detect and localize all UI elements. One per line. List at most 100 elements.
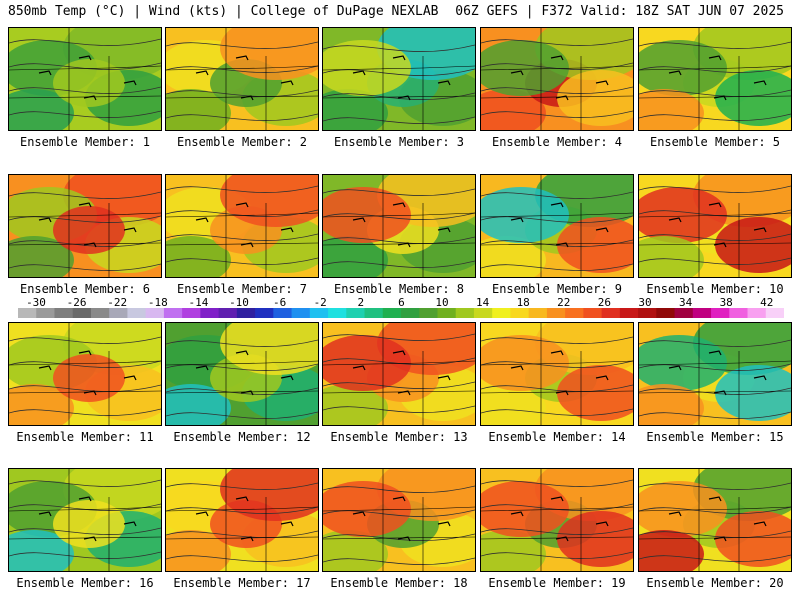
wind-barb [510, 365, 524, 371]
wind-barb [392, 55, 406, 61]
ensemble-member-label: Ensemble Member: 7 [176, 282, 308, 296]
colorbar-swatch [127, 308, 147, 318]
wind-barb [668, 70, 682, 76]
ensemble-member-panel [638, 468, 792, 572]
isotherm-contour [166, 482, 318, 490]
temperature-field [639, 28, 791, 130]
ensemble-member-label: Ensemble Member: 12 [173, 430, 311, 444]
state-border [166, 390, 318, 394]
colorbar-tick-label: 30 [638, 296, 652, 309]
temperature-region [481, 530, 546, 571]
temperature-field [639, 175, 791, 277]
wind-barb [352, 70, 366, 76]
state-border [639, 536, 791, 540]
ensemble-member-panel [322, 174, 476, 278]
colorbar-tick-label: 34 [678, 296, 693, 309]
wind-barb [240, 242, 254, 248]
wind-barb [392, 496, 406, 502]
colorbar-swatch [510, 308, 530, 318]
wind-barb [708, 202, 722, 208]
colorbar-swatch [273, 308, 293, 318]
isotherm-contour [481, 360, 633, 368]
wind-barb [352, 511, 366, 517]
wind-barb [123, 227, 137, 233]
wind-barb [78, 496, 92, 502]
isotherm-contour [166, 411, 318, 419]
wind-barb [555, 390, 569, 396]
colorbar-swatch [692, 308, 712, 318]
colorbar-tick-label: 2 [357, 296, 365, 309]
wind-barb [555, 242, 569, 248]
isotherm-contour [481, 263, 633, 271]
temperature-region [639, 236, 704, 277]
wind-barb [510, 217, 524, 223]
isotherm-contour [323, 188, 475, 196]
colorbar-swatch [401, 308, 420, 318]
isotherm-contour [166, 506, 318, 514]
state-border [9, 95, 161, 99]
wind-barb [195, 511, 209, 517]
temperature-field [9, 28, 161, 130]
isotherm-contour [323, 557, 475, 565]
wind-barb [595, 521, 609, 527]
isotherm-contour [166, 339, 318, 347]
wind-barb [235, 202, 249, 208]
temperature-field [9, 469, 161, 571]
wind-barb [83, 95, 97, 101]
isotherm-contour [323, 357, 475, 365]
ensemble-member-label: Ensemble Member: 3 [333, 135, 465, 149]
colorbar-swatch [619, 308, 639, 318]
colorbar-swatch [473, 308, 493, 318]
temperature-region [715, 217, 791, 273]
temperature-region [639, 335, 727, 391]
wind-barb [280, 80, 294, 86]
isotherm-contour [166, 554, 318, 562]
isotherm-contour [323, 68, 475, 76]
wind-barb [38, 217, 52, 223]
wind-barb [235, 55, 249, 61]
state-border [323, 242, 475, 246]
map-title: 850mb Temp (°C) | Wind (kts) | College o… [8, 4, 439, 19]
wind-barb [397, 390, 411, 396]
isotherm-contour [166, 257, 318, 265]
isotherm-contour [323, 509, 475, 517]
isotherm-contour [9, 110, 161, 118]
colorbar-swatch [36, 308, 55, 318]
temperature-region [53, 354, 125, 402]
isotherm-contour [481, 86, 633, 94]
isotherm-contour [481, 551, 633, 559]
wind-barb [550, 496, 564, 502]
wind-barb [352, 217, 366, 223]
ensemble-member-label: Ensemble Member: 2 [176, 135, 308, 149]
isotherm-contour [9, 384, 161, 392]
wind-barb [713, 390, 727, 396]
wind-barb [240, 390, 254, 396]
isotherm-contour [639, 113, 791, 121]
colorbar-swatch [255, 308, 274, 318]
wind-barb [550, 350, 564, 356]
ensemble-member-panel [8, 468, 162, 572]
wind-barb [510, 511, 524, 517]
ensemble-member-panel [165, 322, 319, 426]
wind-barb [753, 521, 767, 527]
state-border [9, 536, 161, 540]
temperature-field [639, 469, 791, 571]
colorbar-swatch [492, 308, 511, 318]
ensemble-member-label: Ensemble Member: 18 [330, 576, 468, 590]
colorbar-swatch [72, 308, 92, 318]
colorbar-tick-label: -22 [107, 296, 128, 309]
colorbar-tick-label: 10 [435, 296, 449, 309]
wind-barb [397, 536, 411, 542]
isotherm-contour [9, 263, 161, 271]
ensemble-member-label: Ensemble Member: 19 [488, 576, 626, 590]
colorbar-tick-label: -18 [147, 296, 168, 309]
wind-barb [38, 511, 52, 517]
colorbar-tick-label: 42 [760, 296, 774, 309]
colorbar-swatch [163, 308, 183, 318]
wind-barb [550, 55, 564, 61]
colorbar-tick-label: -2 [313, 296, 327, 309]
wind-barb [550, 202, 564, 208]
state-border [481, 390, 633, 394]
temperature-region [557, 70, 633, 126]
isotherm-contour [481, 527, 633, 535]
